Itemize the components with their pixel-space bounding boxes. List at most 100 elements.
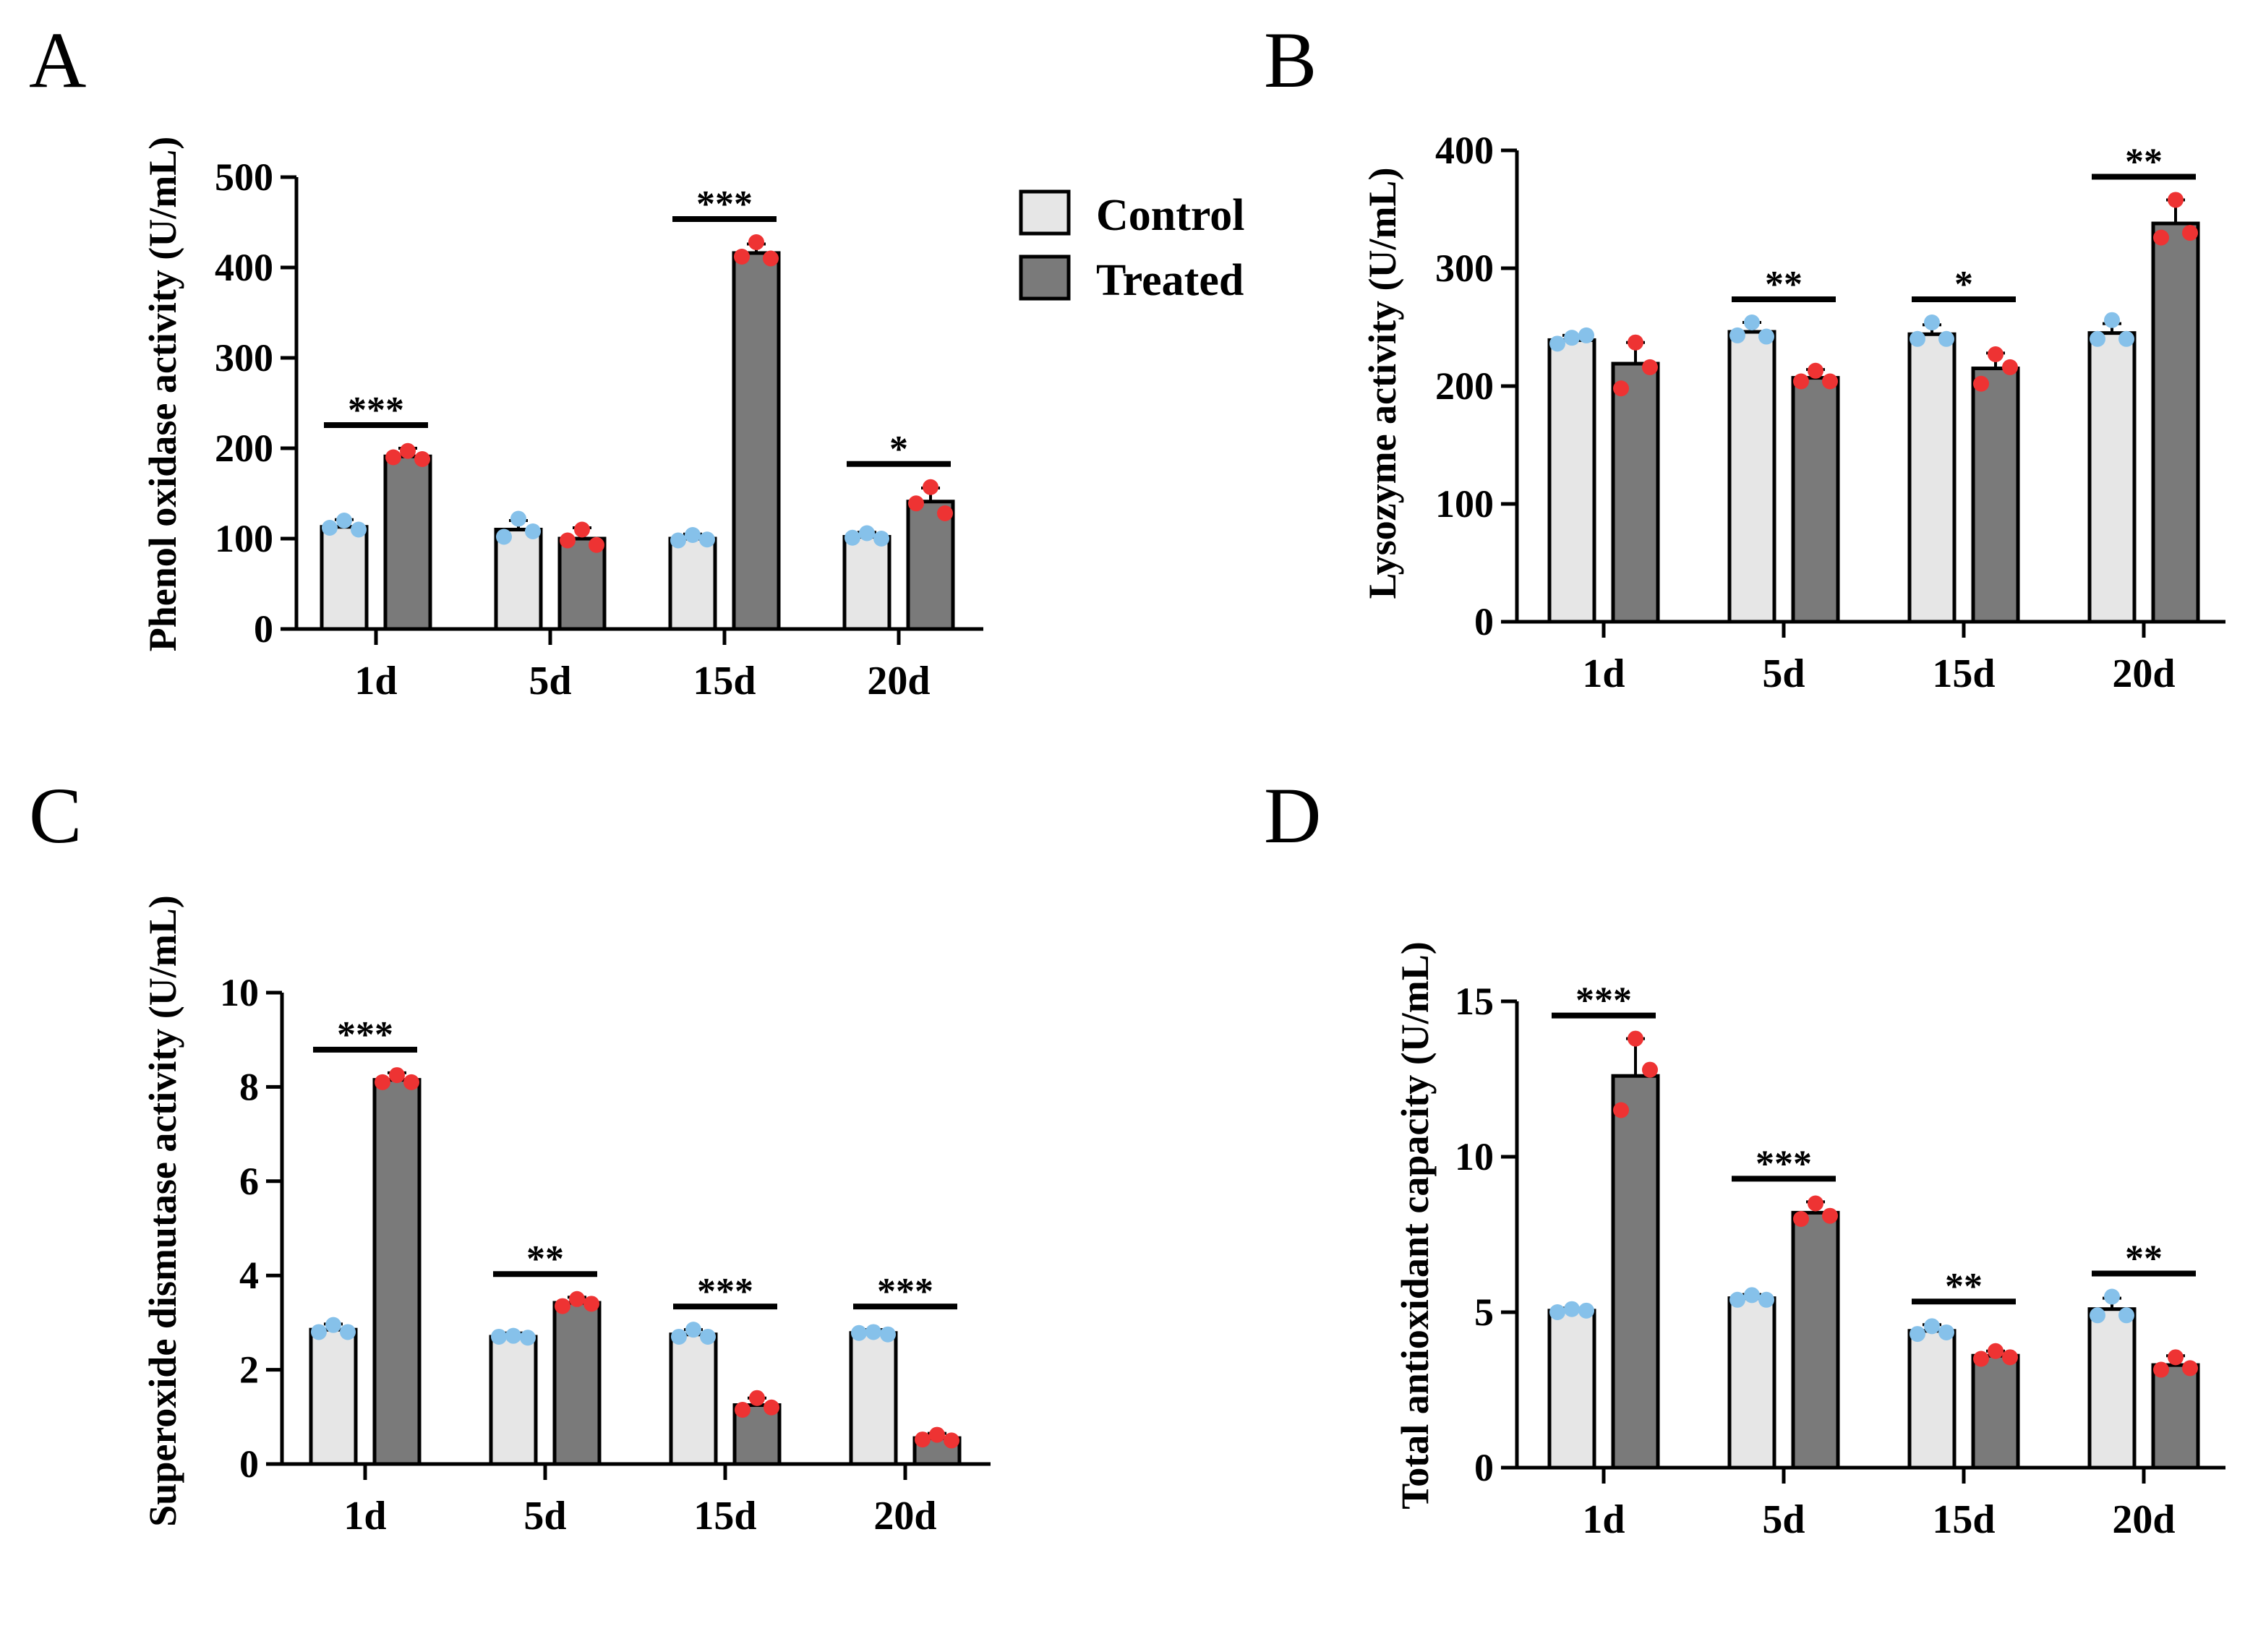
legend-swatch-treated	[1019, 254, 1071, 301]
y-tick-label: 10	[1455, 1135, 1494, 1178]
data-point-control	[2090, 1307, 2105, 1324]
x-tick-label: 1d	[354, 659, 397, 703]
bar-control-15d	[668, 536, 717, 631]
data-point-control	[1549, 335, 1565, 352]
data-point-control	[844, 529, 860, 546]
significance-label: ***	[348, 390, 404, 431]
data-point-control	[1729, 327, 1745, 343]
panel-letter-c: C	[29, 771, 82, 860]
data-point-treated	[583, 1296, 599, 1312]
bar-control-5d	[489, 1335, 538, 1466]
data-point-control	[1758, 1291, 1774, 1308]
data-point-control	[670, 532, 686, 549]
bar-control-15d	[1907, 1329, 1957, 1470]
bar-control-1d	[309, 1327, 358, 1466]
panel-a: A Phenol oxidase activity (U/mL) 0 100 200…	[29, 16, 983, 703]
bar-control-15d	[1907, 332, 1957, 624]
x-tick-label: 20d	[867, 659, 930, 703]
panel-letter-d: D	[1264, 771, 1321, 860]
bar-control-20d	[2087, 1307, 2137, 1470]
y-tick-label: 500	[215, 155, 273, 199]
data-point-control	[1549, 1304, 1565, 1320]
bar-treated-5d	[552, 1301, 602, 1466]
data-point-control	[351, 521, 367, 538]
y-tick-label: 15	[1455, 980, 1494, 1023]
bar-treated-20d	[2151, 1363, 2200, 1470]
bar-control-20d	[849, 1331, 898, 1466]
legend: Control Treated	[1019, 189, 1245, 305]
significance-label: ***	[697, 1271, 753, 1312]
y-tick-label: 0	[1474, 600, 1494, 643]
data-point-treated	[748, 234, 764, 250]
x-tick-label: 5d	[1762, 1497, 1805, 1542]
data-point-control	[2104, 312, 2120, 328]
x-tick-label: 15d	[693, 659, 756, 703]
data-point-control	[510, 510, 526, 527]
x-tick-label: 20d	[2112, 1497, 2175, 1542]
y-tick-label: 0	[239, 1442, 259, 1486]
y-tick-label: 200	[1435, 364, 1494, 408]
data-point-control	[1578, 1302, 1594, 1319]
x-tick-label: 20d	[2112, 651, 2175, 696]
significance-label: **	[526, 1238, 564, 1280]
data-point-control	[525, 523, 541, 539]
y-tick-label: 100	[215, 517, 273, 560]
data-point-control	[2090, 330, 2105, 347]
data-point-control	[851, 1324, 867, 1341]
data-point-treated	[1642, 1061, 1658, 1078]
bar-control-20d	[842, 535, 891, 631]
data-point-treated	[1793, 373, 1809, 390]
data-point-treated	[1973, 1351, 1989, 1367]
x-tick-label: 1d	[343, 1494, 386, 1538]
data-point-control	[865, 1324, 881, 1340]
bar-treated-1d	[372, 1078, 422, 1466]
data-point-control	[322, 520, 338, 536]
data-point-treated	[749, 1390, 765, 1406]
data-point-control	[496, 528, 512, 545]
data-point-control	[873, 531, 889, 547]
data-point-control	[1758, 328, 1774, 345]
data-point-control	[671, 1328, 687, 1345]
data-point-control	[340, 1324, 356, 1340]
data-point-treated	[385, 449, 401, 466]
data-point-treated	[569, 1291, 585, 1307]
x-tick-label: 15d	[693, 1494, 756, 1538]
x-tick-label: 5d	[1762, 651, 1805, 696]
panel-letter-a: A	[29, 16, 86, 104]
panel-d: D Total antioxidant capacity (U/mL) 0 5 10…	[1264, 771, 2225, 1542]
data-point-treated	[923, 479, 938, 495]
y-tick-label: 10	[220, 971, 259, 1014]
significance-label: ***	[337, 1014, 393, 1056]
x-tick-label: 15d	[1932, 651, 1995, 696]
data-point-control	[1744, 314, 1760, 330]
y-tick-label: 8	[239, 1065, 259, 1108]
significance-label: **	[2125, 1238, 2163, 1280]
data-point-treated	[2168, 192, 2184, 208]
data-point-treated	[764, 1399, 779, 1416]
data-point-treated	[389, 1067, 405, 1084]
panel-c: C Superoxide dismutase activity (U/mL) 0…	[29, 771, 991, 1538]
data-point-treated	[555, 1298, 570, 1314]
bar-control-20d	[2087, 331, 2137, 624]
data-point-treated	[574, 521, 590, 538]
data-point-control	[2118, 1307, 2134, 1324]
data-point-treated	[2153, 229, 2169, 246]
significance-label: *	[889, 429, 908, 470]
y-axis-title-a: Phenol oxidase activity (U/mL)	[141, 137, 184, 651]
bar-treated-5d	[1791, 1210, 1840, 1470]
data-point-treated	[908, 495, 924, 512]
y-tick-label: 400	[1435, 129, 1494, 172]
bar-control-1d	[1547, 338, 1596, 624]
data-point-treated	[1822, 1207, 1838, 1224]
data-point-treated	[944, 1432, 959, 1449]
data-point-treated	[2002, 1349, 2018, 1366]
significance-label: ***	[1575, 980, 1632, 1022]
x-tick-label: 15d	[1932, 1497, 1995, 1542]
y-tick-label: 100	[1435, 482, 1494, 526]
data-point-treated	[403, 1074, 419, 1090]
data-point-treated	[1973, 375, 1989, 392]
data-point-treated	[375, 1074, 390, 1090]
data-point-control	[520, 1330, 536, 1346]
bar-treated-5d	[557, 536, 607, 631]
